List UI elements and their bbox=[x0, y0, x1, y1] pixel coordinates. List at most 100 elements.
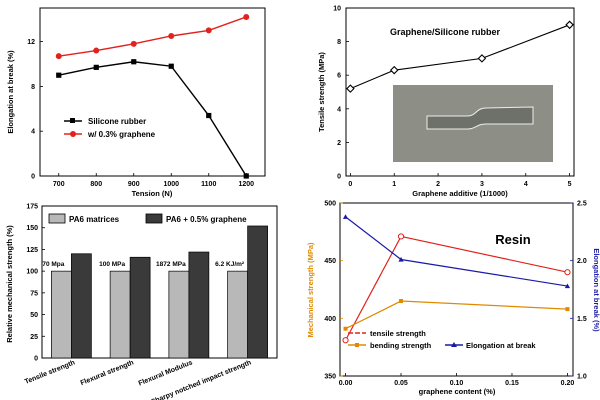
x-tick-label: 1000 bbox=[163, 181, 179, 188]
y-tick-label: 0 bbox=[31, 174, 35, 181]
y-tick-label-right: 2.0 bbox=[577, 258, 587, 265]
chart-title: Graphene/Silicone rubber bbox=[390, 27, 501, 37]
y-tick-label: 450 bbox=[324, 258, 336, 265]
y-tick-label: 4 bbox=[337, 106, 341, 113]
data-point bbox=[93, 47, 100, 54]
x-tick-label: 0.15 bbox=[505, 380, 519, 387]
plot-frame bbox=[41, 205, 278, 359]
y-tick-label-right: 2.5 bbox=[577, 201, 587, 208]
y-tick-label: 8 bbox=[337, 39, 341, 46]
data-point bbox=[346, 84, 355, 93]
x-tick-label: 0.10 bbox=[450, 380, 464, 387]
y-axis-label: Relative mechanical strength (%) bbox=[5, 225, 14, 343]
x-tick-label: 700 bbox=[53, 181, 65, 188]
x-tick-label: 800 bbox=[90, 181, 102, 188]
series-line bbox=[345, 235, 568, 341]
y-tick-label: 6 bbox=[337, 73, 341, 80]
data-point bbox=[131, 59, 137, 65]
y-tick-label: 0 bbox=[34, 356, 38, 363]
data-point bbox=[206, 112, 212, 119]
bar bbox=[188, 251, 210, 359]
bar bbox=[51, 270, 72, 359]
tensile-strength-chart: 0 1 2 3 4 5 0 2 4 6 8 10 Graphene/Silicone rubber T… bbox=[317, 6, 575, 198]
x-tick-label: 1 bbox=[392, 181, 396, 188]
x-tick-label: 900 bbox=[128, 181, 140, 188]
data-point bbox=[564, 283, 571, 289]
data-point bbox=[55, 53, 62, 60]
bar-annotation: 6.2 KJ/m² bbox=[215, 261, 245, 268]
x-tick-label: Flexural Modulus bbox=[138, 359, 194, 387]
y-tick-label: 0 bbox=[337, 174, 341, 181]
series-line bbox=[58, 61, 247, 177]
x-tick-label: 2 bbox=[436, 181, 440, 188]
bar bbox=[168, 270, 190, 359]
x-tick-label: 0.05 bbox=[394, 380, 408, 387]
y-axis-label-left: Mechanical strength (MPa) bbox=[306, 242, 315, 338]
x-axis-label: Graphene additive (1/1000) bbox=[412, 189, 508, 198]
x-tick-label: 0.00 bbox=[339, 380, 353, 387]
plot-frame bbox=[39, 7, 266, 177]
x-tick-label: 4 bbox=[524, 181, 528, 188]
plot-frame bbox=[339, 202, 574, 377]
legend-label: bending strength bbox=[370, 341, 432, 350]
bar bbox=[247, 225, 268, 359]
plot-frame bbox=[345, 7, 575, 177]
y-tick-label: 100 bbox=[26, 269, 38, 276]
resin-chart: 0.00 0.05 0.10 0.15 0.20 350 400 450 500 1.0 1.5 2.… bbox=[306, 201, 600, 397]
data-point bbox=[205, 27, 212, 34]
series-line bbox=[58, 16, 247, 57]
x-tick-label: 0.20 bbox=[561, 380, 575, 387]
data-point bbox=[564, 269, 571, 276]
x-axis-label: Tension (N) bbox=[132, 189, 173, 198]
bar bbox=[227, 270, 248, 359]
y-axis-label-right: Elongation at break (%) bbox=[592, 248, 600, 332]
legend-label: w/ 0.3% graphene bbox=[87, 130, 156, 139]
relative-strength-chart: 0 25 50 75 100 125 150 175 70 Mpa Tensile streng… bbox=[5, 204, 278, 400]
elongation-tension-chart: 700 800 900 1000 1100 1200 0 4 8 12 Elongation at… bbox=[6, 7, 266, 198]
x-tick-label: 1200 bbox=[238, 181, 254, 188]
y-tick-label-right: 1.0 bbox=[577, 374, 587, 381]
data-point bbox=[243, 13, 250, 20]
y-tick-label: 4 bbox=[31, 129, 35, 136]
x-tick-label: Tensile strength bbox=[24, 359, 76, 386]
x-tick-label: Charpy notched impact strength bbox=[150, 359, 253, 400]
series-line bbox=[350, 24, 570, 90]
data-point bbox=[389, 65, 399, 75]
dogbone-specimen bbox=[426, 106, 534, 130]
data-point bbox=[399, 299, 404, 304]
y-tick-label: 175 bbox=[26, 204, 38, 211]
y-axis-label: Elongation at break (%) bbox=[6, 50, 15, 134]
series-line bbox=[345, 216, 568, 287]
y-tick-label: 350 bbox=[324, 374, 336, 381]
y-tick-label: 150 bbox=[26, 225, 38, 232]
legend-label: PA6 matrices bbox=[69, 215, 120, 224]
x-tick-label: 0 bbox=[348, 181, 352, 188]
data-point bbox=[477, 54, 487, 63]
y-tick-label: 400 bbox=[324, 316, 336, 323]
data-point bbox=[565, 307, 570, 312]
legend-label: tensile strength bbox=[370, 329, 426, 338]
x-tick-label: Flexural strength bbox=[80, 359, 135, 387]
legend: tensile strength bending strength Elonga… bbox=[348, 329, 536, 350]
legend-label: Silicone rubber bbox=[88, 117, 146, 126]
legend-label: Elongation at break bbox=[466, 341, 536, 350]
bar-annotation: 70 Mpa bbox=[42, 261, 64, 268]
y-tick-label: 8 bbox=[31, 84, 35, 91]
y-tick-label-right: 1.5 bbox=[577, 316, 587, 323]
y-tick-label: 75 bbox=[30, 290, 38, 297]
y-tick-label: 50 bbox=[30, 312, 38, 319]
data-point bbox=[243, 173, 249, 179]
y-tick-label: 10 bbox=[333, 6, 341, 13]
bar bbox=[109, 270, 131, 359]
x-tick-label: 5 bbox=[568, 181, 572, 188]
data-point bbox=[398, 256, 404, 262]
data-point bbox=[342, 214, 349, 219]
bar bbox=[71, 253, 92, 359]
data-point bbox=[168, 33, 175, 39]
x-axis-label: graphene content (%) bbox=[419, 387, 496, 396]
chart-title: Resin bbox=[495, 232, 530, 247]
y-tick-label: 12 bbox=[27, 39, 35, 46]
legend: PA6 matrices PA6 + 0.5% graphene bbox=[48, 213, 247, 224]
y-tick-label: 125 bbox=[26, 247, 38, 254]
